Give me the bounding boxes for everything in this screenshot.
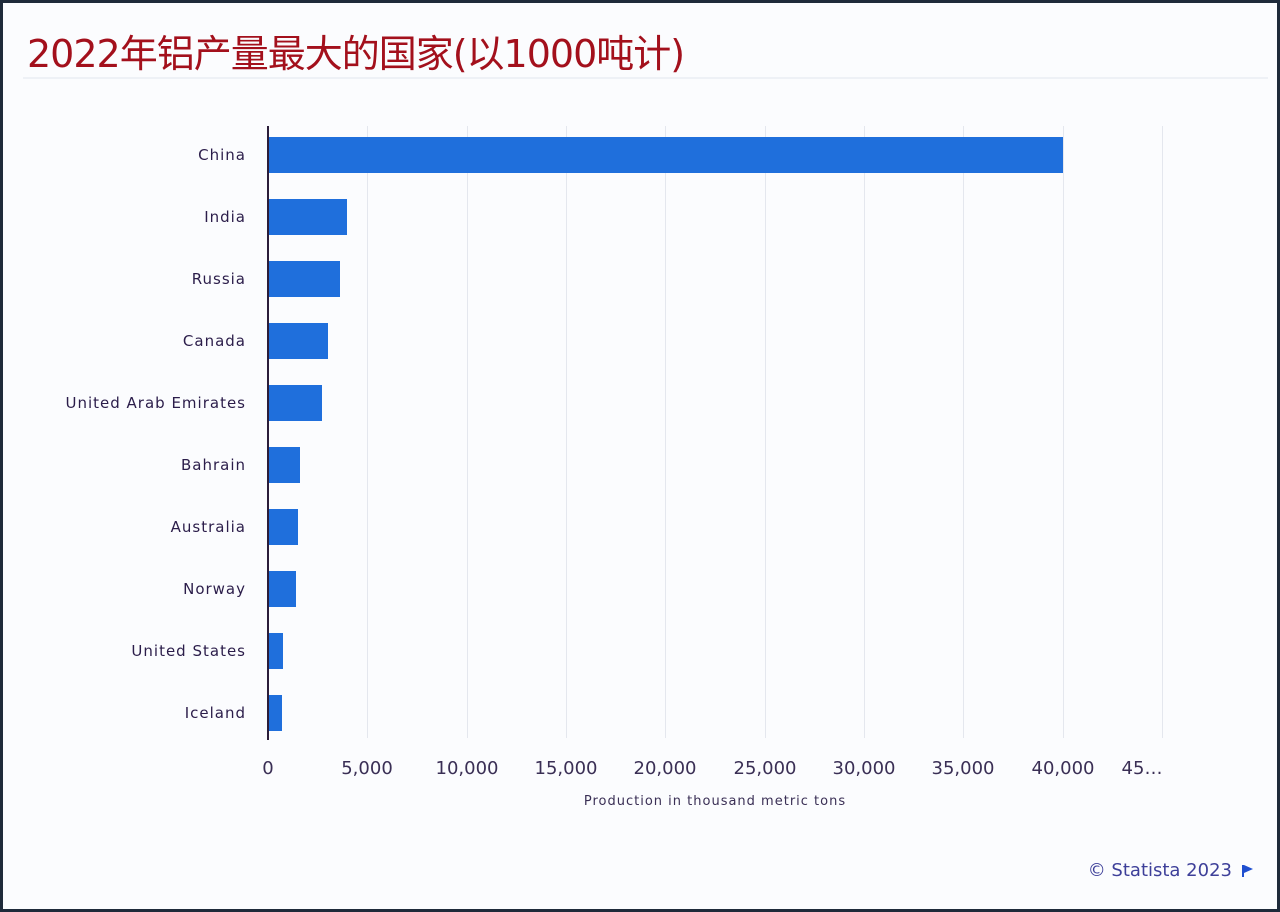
bar-china[interactable] bbox=[268, 137, 1063, 173]
bar-australia[interactable] bbox=[268, 509, 298, 545]
y-axis-line bbox=[267, 126, 269, 740]
x-tick-label: 45… bbox=[1121, 758, 1163, 779]
category-label: Norway bbox=[183, 580, 246, 598]
x-tick-label: 25,000 bbox=[733, 758, 797, 779]
x-tick-label: 0 bbox=[262, 758, 274, 779]
x-tick-label: 10,000 bbox=[435, 758, 499, 779]
category-label: Iceland bbox=[184, 704, 246, 722]
gridline bbox=[1063, 126, 1064, 738]
gridline bbox=[367, 126, 368, 738]
bar-canada[interactable] bbox=[268, 323, 328, 359]
gridline bbox=[765, 126, 766, 738]
category-label: Russia bbox=[191, 270, 246, 288]
bar-iceland[interactable] bbox=[268, 695, 282, 731]
category-label: India bbox=[204, 208, 246, 226]
title-divider bbox=[23, 77, 1268, 79]
category-label: Canada bbox=[182, 332, 246, 350]
x-tick-label: 20,000 bbox=[633, 758, 697, 779]
gridline bbox=[1162, 126, 1163, 738]
x-tick-label: 30,000 bbox=[832, 758, 896, 779]
x-tick-label: 5,000 bbox=[341, 758, 393, 779]
bar-norway[interactable] bbox=[268, 571, 296, 607]
x-tick-label: 15,000 bbox=[534, 758, 598, 779]
bar-united-states[interactable] bbox=[268, 633, 283, 669]
bar-united-arab-emirates[interactable] bbox=[268, 385, 322, 421]
flag-icon[interactable] bbox=[1242, 864, 1254, 878]
gridline bbox=[566, 126, 567, 738]
category-label: United Arab Emirates bbox=[65, 394, 246, 412]
gridline bbox=[864, 126, 865, 738]
category-label: Bahrain bbox=[180, 456, 246, 474]
gridline bbox=[963, 126, 964, 738]
statista-credit[interactable]: © Statista 2023 bbox=[1087, 860, 1232, 881]
chart-title: 2022年铝产量最大的国家(以1000吨计) bbox=[27, 32, 685, 76]
category-label: Australia bbox=[170, 518, 246, 536]
gridline bbox=[665, 126, 666, 738]
x-tick-label: 40,000 bbox=[1031, 758, 1095, 779]
gridline bbox=[467, 126, 468, 738]
x-tick-label: 35,000 bbox=[931, 758, 995, 779]
x-axis-title: Production in thousand metric tons bbox=[583, 794, 847, 809]
category-label: China bbox=[198, 146, 246, 164]
bar-bahrain[interactable] bbox=[268, 447, 300, 483]
bar-india[interactable] bbox=[268, 199, 347, 235]
category-label: United States bbox=[131, 642, 246, 660]
bar-russia[interactable] bbox=[268, 261, 340, 297]
